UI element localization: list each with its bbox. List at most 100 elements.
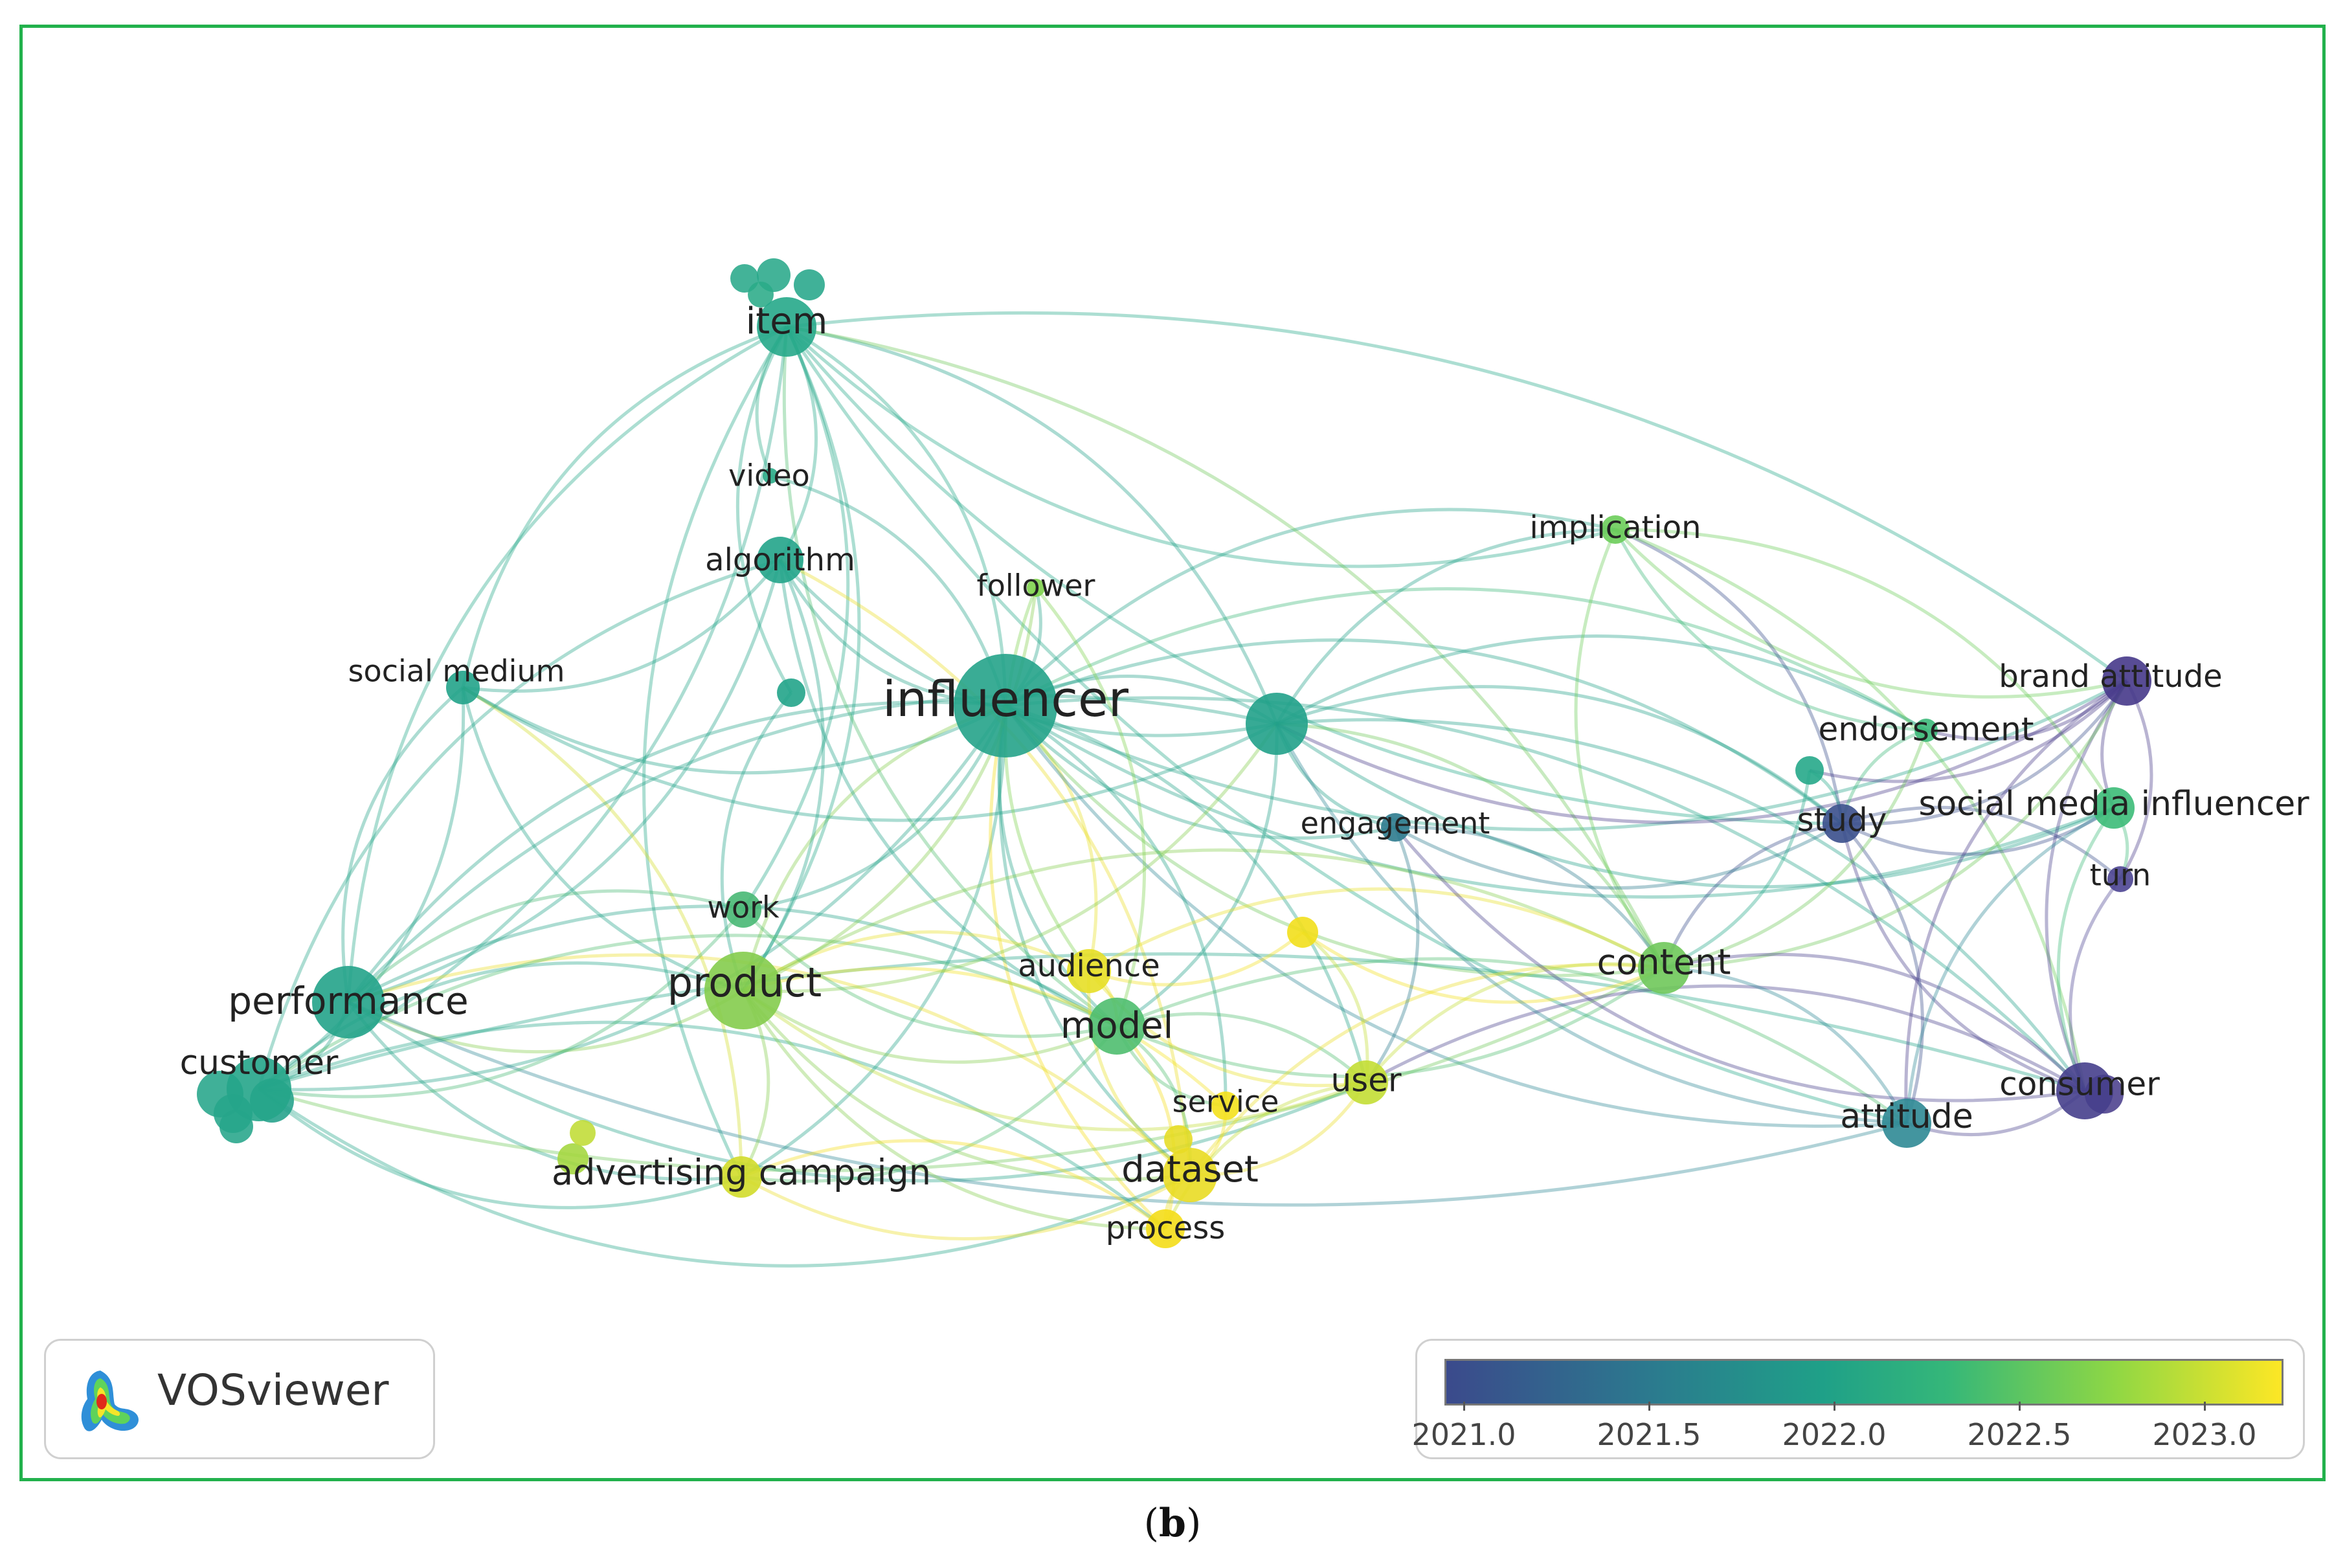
edge-influencer-dataset [998,705,1191,1176]
node-audience [1067,949,1111,993]
scale-tick [1463,1402,1465,1411]
edge-customer-content [258,966,1665,1172]
vosviewer-logo-icon [81,1371,139,1431]
edge-item-algorithm [778,326,818,561]
label-model: model [1060,1005,1173,1047]
edge-implication-endorsement [1613,528,1927,732]
scale-tick [1834,1402,1835,1411]
edge-influencer-product [741,704,1006,991]
edge-model-hub_unlabeled [1116,723,1279,1028]
edge-performance-user [347,1000,1367,1183]
edge-item-study [785,326,1843,825]
edge-work-performance [347,889,744,1003]
edge-small_unlabeled-product [720,691,792,991]
color-scale-legend: 2021.0 2021.5 2022.0 2022.5 2023.0 [1412,1339,2305,1459]
edge-product-content [742,848,1665,992]
node-social-media-influencer [2093,787,2135,829]
edge-user-yellow_unlabeled [1301,931,1369,1083]
edge-model-advertising_campaign [741,1025,1118,1183]
edge-implication-social_media_influencer [1615,528,2116,809]
label-service: service [1172,1084,1279,1119]
edge-influencer-implication [1004,508,1616,707]
edge-item-advertising_campaign [642,326,789,1178]
edge-influencer-endorsement [1004,587,1927,732]
edge-small_unlabeled-item [735,326,793,694]
edge-engagement-content [1395,825,1666,969]
edge-influencer-consumer [1005,696,2086,1092]
edge-social_medium-hub_unlabeled [462,686,1278,822]
edge-small_unlabeled2-brand_attitude [1809,680,2128,783]
scale-label-2023-0: 2023.0 [2152,1417,2257,1452]
edge-item-content [786,325,1666,969]
edge-social_media_influencer-attitude [1905,806,2115,1124]
label-customer: customer [180,1044,339,1082]
edge-social_medium-performance [341,686,464,1003]
edge-performance-hub_unlabeled [347,694,1277,1003]
edge-product-model [742,989,1118,1064]
edge-item-model [782,326,1118,1028]
edge-influencer-process [989,705,1167,1230]
edges-layer [257,311,2153,1268]
label-social-medium: social medium [348,654,565,689]
edge-item-brand_attitude [786,311,2128,683]
edge-study-social_media_influencer [1841,806,2115,856]
edge-audience-content [1088,887,1665,973]
figure-caption: (b) [1143,1501,1202,1546]
edge-customer-consumer [258,952,2085,1093]
edge-user-consumer [1365,984,2086,1093]
edge-influencer-item [785,325,1007,706]
label-performance: performance [228,979,468,1023]
edge-customer-process [258,1020,1167,1230]
edge-implication-consumer [1615,528,2087,1092]
node-dataset [1163,1148,1217,1202]
edge-yellow_unlabeled-content [1301,930,1665,1004]
edge-process-advertising_campaign [741,1139,1167,1231]
vosviewer-logo-text: VOSviewer [157,1365,389,1415]
edge-brand_attitude-consumer [2045,680,2129,1092]
node-customer [227,1057,291,1121]
edge-hub_unlabeled-content [1276,722,1666,969]
edge-study-turn [1841,805,2122,880]
label-influencer: influencer [882,670,1129,728]
edge-item-social_medium [461,325,787,688]
node-product [704,952,782,1029]
edge-product-user [742,989,1367,1132]
label-engagement: engagement [1301,806,1490,841]
edge-work-model [742,908,1117,1038]
node-performance [312,966,385,1038]
node-engagement [1381,813,1409,842]
edge-influencer-study [1005,638,1843,825]
cluster-bubble [570,1120,596,1146]
edge-influencer-advertising_campaign [740,705,1007,1179]
edge-dataset-audience [1086,970,1191,1177]
edge-brand_attitude-content [1663,680,2129,970]
edge-item-product [741,326,861,992]
edge-item-hub_unlabeled [786,325,1279,724]
edge-influencer-social_media_influencer [1004,704,2115,899]
edge-study-brand_attitude [1841,680,2129,826]
label-work: work [707,890,780,925]
node-consumer [2056,1062,2113,1119]
edge-algorithm-model [778,559,1118,1028]
edge-consumer-content [1663,952,2086,1092]
node-process [1146,1209,1185,1248]
label-study: study [1797,801,1887,839]
edge-influencer-attitude [1004,704,1907,1128]
label-user: user [1330,1062,1402,1099]
edge-small_unlabeled2-content [1663,770,1812,970]
node-content [1638,942,1690,994]
edge-user-content [1365,962,1665,1084]
node-service [1211,1092,1240,1120]
edge-influencer-brand_attitude [1004,679,2128,831]
node-social-medium [446,671,480,704]
edge-model-user [1116,1012,1367,1084]
edge-algorithm-customer [257,558,781,1090]
edge-influencer-service [1004,704,1228,1106]
scale-tick [1648,1402,1650,1411]
edge-social_medium-advertising_campaign [462,686,743,1178]
edge-dataset-advertising_campaign [740,1173,1191,1241]
node-video [763,468,778,484]
edge-hub_unlabeled-study [1276,685,1843,825]
cluster-bubble [794,269,825,300]
edge-influencer-user [1005,704,1368,1083]
